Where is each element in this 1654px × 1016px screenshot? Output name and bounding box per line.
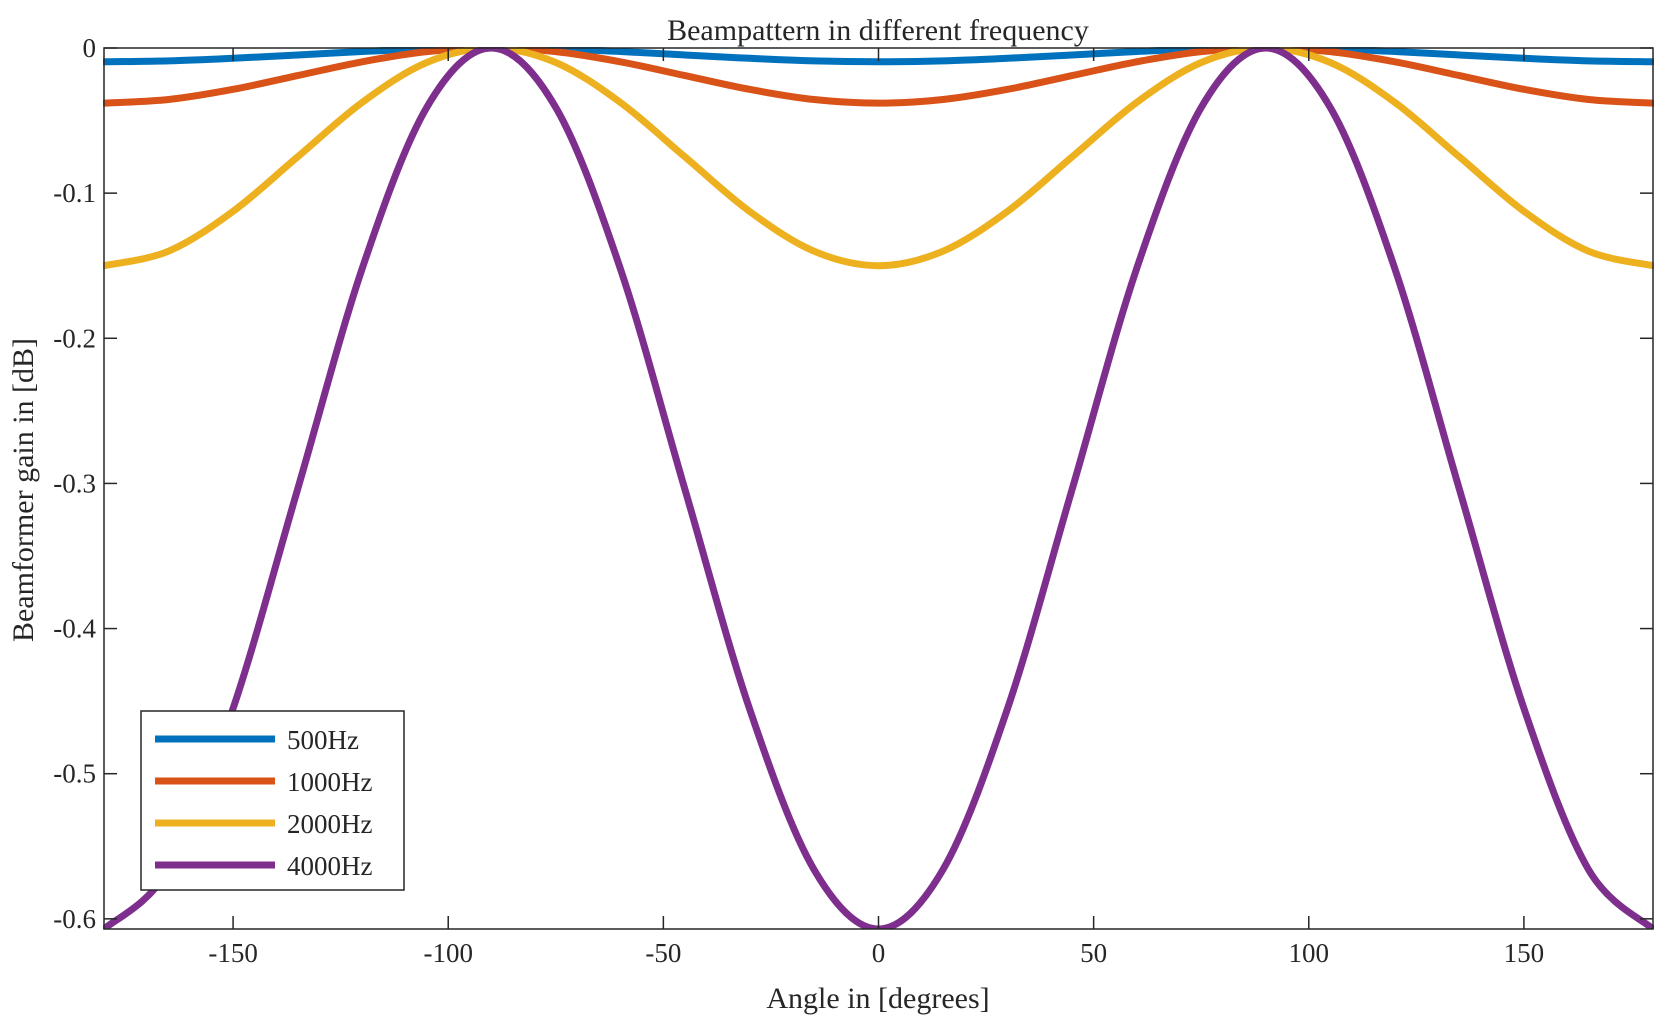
series-line-500hz <box>103 47 1654 66</box>
y-tick-label: -0.3 <box>53 468 96 498</box>
x-tick-label: 50 <box>1080 938 1107 968</box>
ticks-layer: -150 -100 -50 0 50 100 150 0 -0.1 -0.2 -0.3 -0.4 -0.… <box>53 33 1653 968</box>
x-tick-label: -150 <box>208 938 258 968</box>
y-tick-label: -0.2 <box>53 323 96 353</box>
legend-label: 500Hz <box>287 725 359 755</box>
x-tick-label: 150 <box>1504 938 1545 968</box>
y-tick-label: -0.1 <box>53 178 96 208</box>
y-axis-title: Beamformer gain in [dB] <box>7 338 40 642</box>
series-layer <box>103 47 1654 929</box>
legend-label: 2000Hz <box>287 809 372 839</box>
x-axis-title: Angle in [degrees] <box>766 982 989 1015</box>
x-tick-label: -50 <box>645 938 681 968</box>
legend-label: 1000Hz <box>287 767 372 797</box>
x-tick-label: 100 <box>1289 938 1330 968</box>
chart-title: Beampattern in different frequency <box>667 14 1089 47</box>
y-tick-label: -0.5 <box>53 759 96 789</box>
legend-label: 4000Hz <box>287 851 372 881</box>
series-line-4000hz <box>103 47 1654 929</box>
y-tick-label: 0 <box>83 33 97 63</box>
y-tick-label: -0.4 <box>53 614 96 644</box>
legend: 500Hz 1000Hz 2000Hz 4000Hz <box>140 710 405 891</box>
x-tick-label: -100 <box>423 938 473 968</box>
x-tick-label: 0 <box>872 938 886 968</box>
series-line-1000hz <box>103 47 1654 107</box>
y-tick-label: -0.6 <box>53 904 96 934</box>
series-line-2000hz <box>103 47 1654 270</box>
